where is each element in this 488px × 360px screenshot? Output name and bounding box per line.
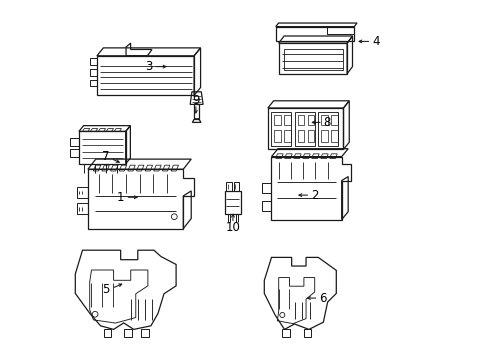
Text: 4: 4 xyxy=(371,35,379,48)
Text: 2: 2 xyxy=(310,189,318,202)
Text: 1: 1 xyxy=(116,191,124,204)
Text: 3: 3 xyxy=(145,60,152,73)
Text: 7: 7 xyxy=(102,150,109,163)
Text: 10: 10 xyxy=(225,221,240,234)
Text: 6: 6 xyxy=(319,292,326,305)
Text: 9: 9 xyxy=(192,94,199,107)
Text: 8: 8 xyxy=(323,116,330,129)
Text: 5: 5 xyxy=(102,283,109,296)
